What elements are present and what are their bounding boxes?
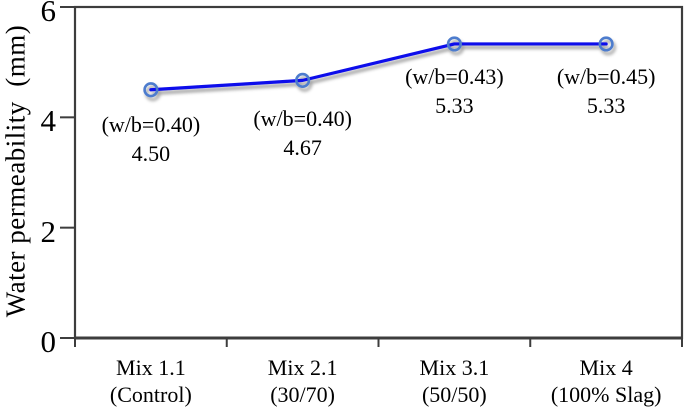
wb-ratio-label: (w/b=0.40) [101, 111, 201, 137]
mix-name: Mix 1.1 [116, 355, 186, 380]
mix-name: Mix 4 [579, 355, 633, 380]
x-category-label: Mix 3.1 (50/50) [366, 354, 542, 408]
y-tick-label: 0 [40, 324, 57, 359]
x-category-label: Mix 4 (100% Slag) [518, 354, 685, 408]
y-tick-label: 6 [40, 0, 57, 28]
mix-composition: (30/70) [270, 382, 335, 407]
mix-composition: (100% Slag) [550, 382, 662, 407]
wb-ratio-label: (w/b=0.45) [556, 63, 656, 89]
mix-name: Mix 3.1 [419, 355, 490, 380]
point-annotation: (w/b=0.43) 5.33 [366, 62, 542, 120]
x-category-label: Mix 2.1 (30/70) [215, 354, 391, 408]
point-annotation: (w/b=0.40) 4.50 [63, 110, 239, 168]
wb-ratio-label: (w/b=0.40) [253, 106, 352, 132]
value-label: 5.33 [586, 92, 626, 118]
value-label: 4.67 [283, 135, 322, 161]
y-tick-label: 2 [40, 213, 57, 249]
series-line-group [143, 36, 614, 98]
x-category-label: Mix 1.1 (Control) [63, 354, 239, 408]
data-point-marker [295, 72, 311, 88]
y-tick-label: 4 [40, 103, 57, 139]
value-label: 5.33 [435, 92, 474, 118]
series-line [149, 42, 608, 92]
plot-area-border [73, 5, 684, 340]
wb-ratio-label: (w/b=0.43) [405, 63, 504, 89]
mix-composition: (Control) [109, 382, 192, 407]
data-point-marker [143, 82, 159, 98]
mix-composition: (50/50) [421, 382, 487, 407]
value-label: 4.50 [131, 140, 171, 166]
mix-name: Mix 2.1 [267, 355, 338, 380]
point-annotation: (w/b=0.40) 4.67 [215, 104, 391, 162]
data-point-marker [598, 36, 614, 52]
axis-ticks [60, 6, 683, 347]
point-annotation: (w/b=0.45) 5.33 [518, 62, 685, 120]
y-axis-title: Water permeability (mm) [0, 24, 31, 318]
plot-border [73, 5, 684, 340]
data-point-marker [446, 36, 462, 52]
